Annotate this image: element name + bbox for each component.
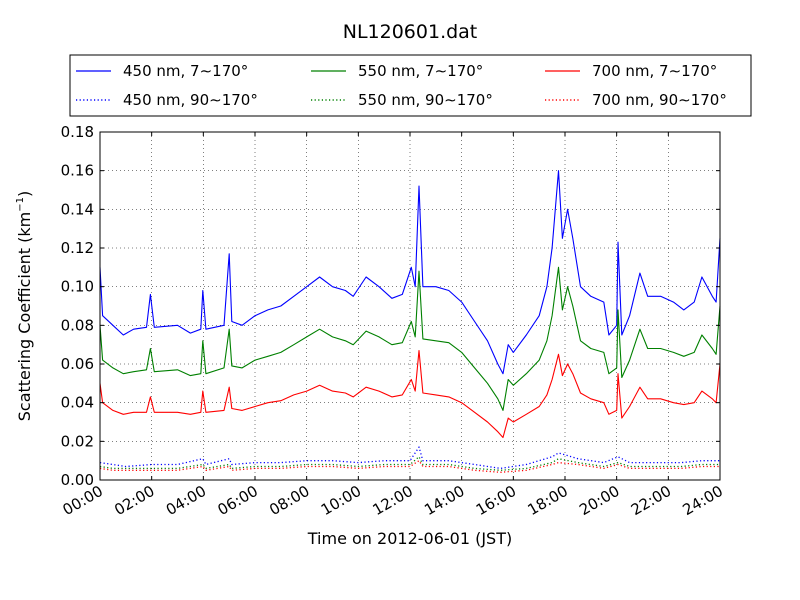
legend-box xyxy=(69,54,752,117)
series-line xyxy=(99,266,721,411)
y-tick-label: 0.08 xyxy=(61,316,94,334)
legend-label: 700 nm, 7∼170° xyxy=(592,62,717,80)
chart-title: NL120601.dat xyxy=(343,21,478,43)
y-tick-label: 0.18 xyxy=(61,123,94,141)
series-group xyxy=(99,170,721,473)
legend-label: 550 nm, 90∼170° xyxy=(358,91,493,109)
y-tick-label: 0.04 xyxy=(61,394,94,412)
y-axis-label-superscript: −1 xyxy=(15,197,26,212)
y-tick-label: 0.06 xyxy=(61,355,94,373)
series-line xyxy=(99,349,721,439)
y-axis: 0.00 0.02 0.04 0.06 0.08 0.10 0.12 0.14 0.16 0.18 xyxy=(61,123,720,489)
legend-label: 450 nm, 90∼170° xyxy=(123,91,258,109)
legend-label: 450 nm, 7∼170° xyxy=(123,62,248,80)
y-tick-label: 0.10 xyxy=(61,278,94,296)
series-line xyxy=(99,456,720,471)
y-axis-label-close: ) xyxy=(15,191,34,197)
y-tick-label: 0.14 xyxy=(61,200,94,218)
legend-label: 550 nm, 7∼170° xyxy=(358,62,483,80)
y-tick-label: 0.12 xyxy=(61,239,94,257)
y-tick-label: 0.00 xyxy=(61,471,94,489)
series-line xyxy=(99,446,720,470)
y-tick-label: 0.02 xyxy=(61,432,94,450)
y-axis-label-main: Scattering Coefficient (km xyxy=(15,212,34,422)
y-axis-label: Scattering Coefficient (km−1) xyxy=(15,191,34,422)
series-line xyxy=(99,170,721,375)
legend: 450 nm, 7∼170° 550 nm, 7∼170° 700 nm, 7∼17… xyxy=(69,54,752,117)
y-tick-label: 0.16 xyxy=(61,162,94,180)
legend-label: 700 nm, 90∼170° xyxy=(592,91,727,109)
x-axis-label: Time on 2012-06-01 (JST) xyxy=(307,529,512,548)
